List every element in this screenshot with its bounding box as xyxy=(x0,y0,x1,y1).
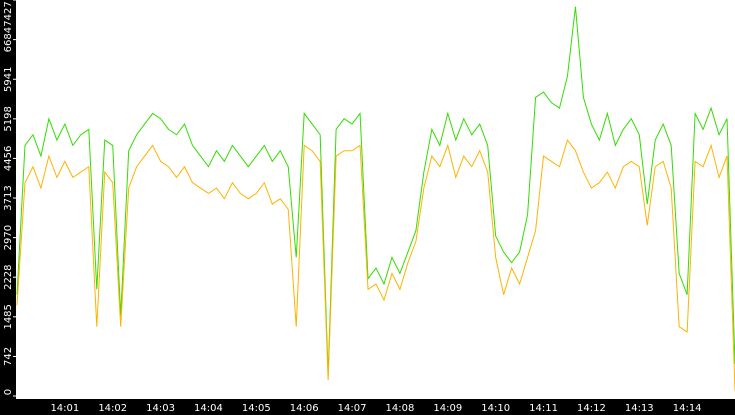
x-tick-label: 14:14 xyxy=(673,403,702,414)
x-tick-label: 14:11 xyxy=(529,403,558,414)
y-tick-label: 1485 xyxy=(3,304,14,329)
y-tick-label: 6684 xyxy=(3,27,14,52)
y-axis-strip xyxy=(0,0,16,415)
y-tick-label: 2970 xyxy=(3,225,14,250)
series-line xyxy=(16,6,735,375)
y-tick-label: 0 xyxy=(3,389,14,395)
y-tick-label: 5941 xyxy=(3,67,14,92)
y-tick-label: 4456 xyxy=(3,146,14,171)
x-tick-label: 14:04 xyxy=(194,403,223,414)
series-line xyxy=(16,138,735,391)
x-tick-label: 14:02 xyxy=(98,403,127,414)
x-tick-label: 14:05 xyxy=(242,403,271,414)
x-tick-label: 14:13 xyxy=(625,403,654,414)
y-tick-label: 742 xyxy=(3,347,14,366)
x-tick-label: 14:06 xyxy=(290,403,319,414)
y-tick-label: 3713 xyxy=(3,185,14,210)
y-tick-label: 5198 xyxy=(3,106,14,131)
y-tick-label: 7427 xyxy=(3,1,14,26)
x-tick-label: 14:03 xyxy=(146,403,175,414)
x-tick-label: 14:12 xyxy=(577,403,606,414)
x-tick-label: 14:01 xyxy=(50,403,79,414)
x-tick-label: 14:10 xyxy=(481,403,510,414)
x-tick-label: 14:08 xyxy=(386,403,415,414)
y-tick-label: 2228 xyxy=(3,264,14,289)
x-tick-label: 14:07 xyxy=(338,403,367,414)
x-axis-strip xyxy=(0,399,735,415)
x-tick-label: 14:09 xyxy=(433,403,462,414)
